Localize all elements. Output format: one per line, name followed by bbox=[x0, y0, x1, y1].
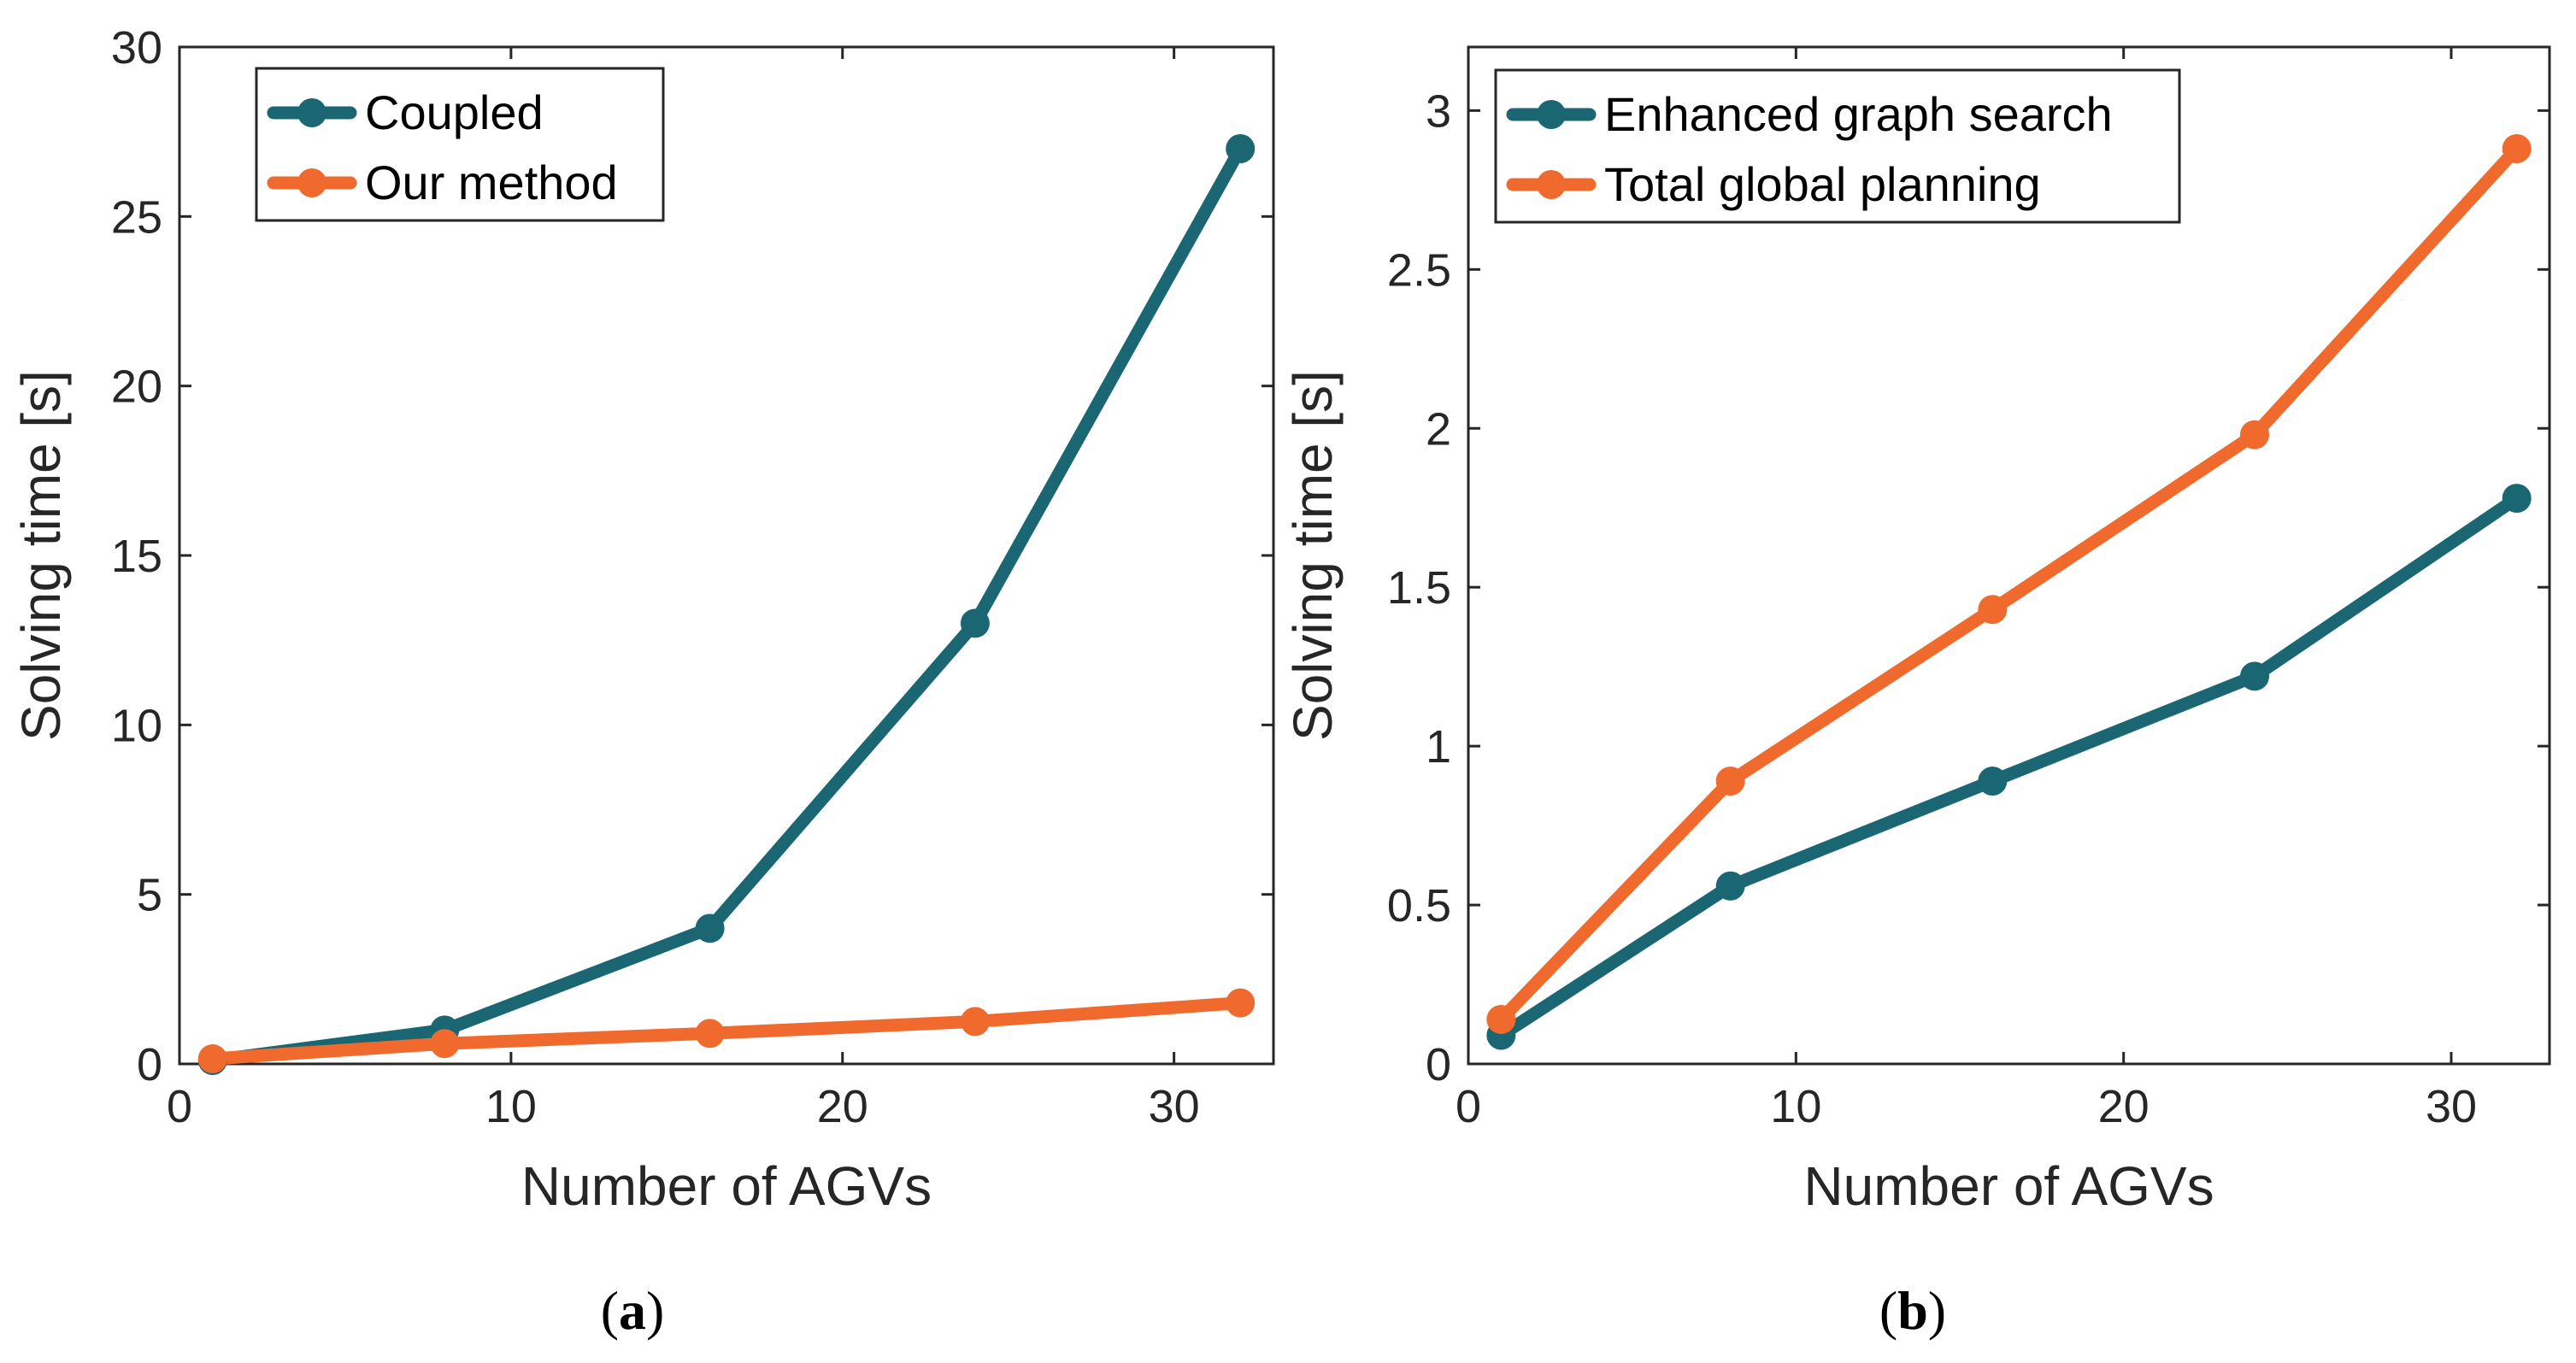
chart-b-y-axis-label: Solving time [s] bbox=[1282, 370, 1344, 741]
chart-b-series-0-point bbox=[1978, 767, 2008, 796]
chart-b-series-1-point bbox=[2502, 134, 2532, 163]
chart-b-caption-open: ( bbox=[1879, 1280, 1897, 1341]
chart-b-caption-close: ) bbox=[1928, 1280, 1946, 1341]
chart-a-legend-label-0: Coupled bbox=[365, 85, 544, 139]
chart-a-x-tick-label: 30 bbox=[1149, 1081, 1200, 1132]
chart-a-legend-marker-1 bbox=[297, 168, 326, 197]
chart-a-series-0-point bbox=[1226, 134, 1256, 163]
chart-a-legend-marker-0 bbox=[297, 98, 326, 127]
chart-a-series-1-point bbox=[960, 1007, 990, 1037]
chart-a: 0 10 20 30 0 5 10 15 20 25 30 Number of AGVs Solving… bbox=[10, 22, 1275, 1341]
chart-b-legend-label-0: Enhanced graph search bbox=[1604, 87, 2113, 141]
chart-a-y-tick-label: 5 bbox=[137, 870, 162, 921]
chart-a-x-tick-label: 10 bbox=[485, 1081, 537, 1132]
chart-a-series-line-0 bbox=[206, 142, 1247, 1067]
chart-a-legend-box bbox=[255, 67, 665, 222]
chart-b: 0 10 20 30 0 0.5 1 1.5 2 2.5 3 Number of AGVs Solvin… bbox=[1282, 45, 2551, 1341]
chart-a-y-tick-label: 0 bbox=[137, 1039, 162, 1090]
chart-b-legend-box bbox=[1494, 68, 2181, 224]
chart-b-series-line-0 bbox=[1494, 491, 2524, 1042]
chart-b-y-tick-label: 1.5 bbox=[1387, 562, 1451, 614]
chart-a-series-1-point bbox=[695, 1019, 725, 1049]
chart-a-caption-close: ) bbox=[646, 1280, 664, 1341]
chart-b-y-tick-label: 3 bbox=[1426, 85, 1451, 137]
chart-a-y-tick-label: 15 bbox=[111, 531, 162, 582]
chart-a-y-tick-label: 30 bbox=[111, 22, 162, 73]
chart-b-series-1-point bbox=[2240, 420, 2269, 449]
chart-b-series-1-point bbox=[1715, 767, 1745, 796]
chart-b-x-tick-label: 20 bbox=[2098, 1081, 2150, 1132]
chart-a-y-tick-label: 20 bbox=[111, 361, 162, 413]
chart-a-legend: Coupled Our method bbox=[255, 67, 665, 222]
chart-b-series-0-point bbox=[2502, 484, 2532, 514]
chart-b-y-tick-label: 0.5 bbox=[1387, 880, 1451, 931]
chart-b-axes-box bbox=[1467, 45, 2551, 1066]
chart-b-series-0-point bbox=[1715, 871, 1745, 901]
chart-a-series-0-point bbox=[695, 914, 725, 943]
chart-b-x-tick-label: 0 bbox=[1456, 1081, 1481, 1132]
chart-b-series-1-point bbox=[1486, 1004, 1516, 1034]
chart-b-y-tick-label: 0 bbox=[1426, 1039, 1451, 1090]
chart-b-x-tick-label: 30 bbox=[2426, 1081, 2477, 1132]
chart-b-legend-marker-1 bbox=[1537, 170, 1566, 199]
chart-b-y-tick-label: 2 bbox=[1426, 403, 1451, 455]
chart-b-y-tick-label: 2.5 bbox=[1387, 244, 1451, 296]
chart-a-x-axis-label: Number of AGVs bbox=[521, 1155, 932, 1217]
chart-b-caption: (b) bbox=[1879, 1280, 1946, 1341]
chart-a-y-tick-label: 25 bbox=[111, 191, 162, 243]
chart-a-series-1-point bbox=[430, 1029, 460, 1059]
chart-a-caption-letter: a bbox=[619, 1280, 646, 1341]
chart-a-legend-label-1: Our method bbox=[365, 156, 618, 209]
chart-b-x-tick-label: 10 bbox=[1770, 1081, 1821, 1132]
chart-a-series-1-point bbox=[1226, 988, 1256, 1018]
chart-a-y-tick-label: 10 bbox=[111, 700, 162, 751]
chart-a-series-line-1 bbox=[206, 996, 1247, 1066]
chart-b-caption-letter: b bbox=[1897, 1280, 1928, 1341]
chart-b-legend-label-1: Total global planning bbox=[1604, 157, 2041, 211]
chart-b-series-0-point bbox=[2240, 661, 2269, 691]
chart-a-series-1-point bbox=[197, 1044, 227, 1074]
chart-a-caption-open: ( bbox=[601, 1280, 619, 1341]
chart-b-x-axis-label: Number of AGVs bbox=[1803, 1155, 2214, 1217]
chart-b-legend-marker-0 bbox=[1537, 100, 1566, 129]
chart-a-y-axis-label: Solving time [s] bbox=[10, 370, 72, 741]
chart-b-y-tick-label: 1 bbox=[1426, 721, 1451, 773]
chart-a-series-0-point bbox=[960, 608, 990, 638]
chart-a-caption: (a) bbox=[601, 1280, 665, 1341]
chart-a-x-tick-label: 0 bbox=[167, 1081, 192, 1132]
chart-a-x-tick-label: 20 bbox=[817, 1081, 868, 1132]
chart-b-series-line-1 bbox=[1494, 142, 2524, 1026]
chart-b-legend: Enhanced graph search Total global planni… bbox=[1494, 68, 2181, 224]
chart-b-series-1-point bbox=[1978, 595, 2008, 625]
